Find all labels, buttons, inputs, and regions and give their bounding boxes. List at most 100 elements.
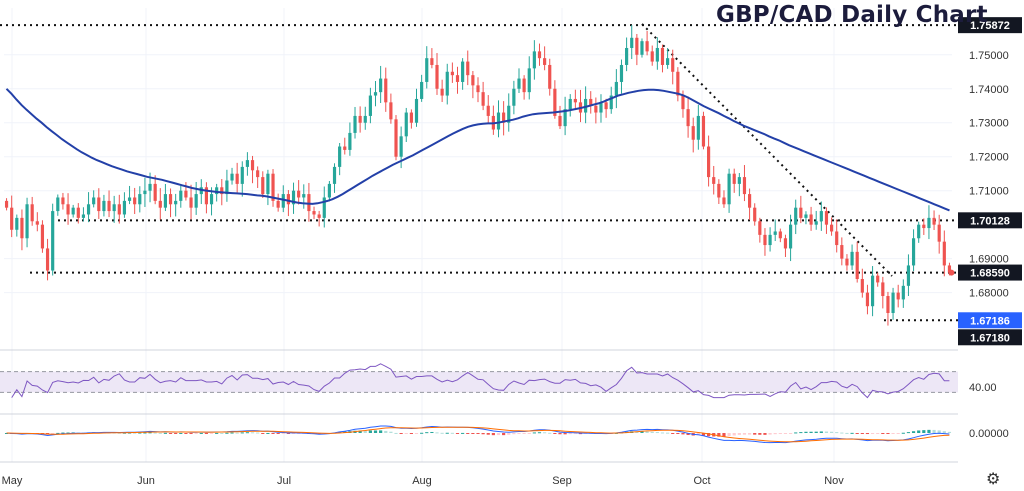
macd-histogram-bar (660, 432, 665, 434)
macd-histogram-bar (394, 432, 398, 434)
macd-histogram-bar (732, 433, 736, 436)
macd-histogram-bar (117, 432, 121, 434)
macd-histogram-bar (455, 433, 460, 434)
candle-body (122, 200, 127, 215)
candle-body (425, 58, 429, 82)
candle-body (153, 183, 157, 201)
candle-body (619, 64, 624, 82)
candle-body (317, 214, 321, 218)
macd-histogram-bar (753, 433, 757, 435)
macd-histogram-bar (932, 429, 936, 433)
candle-body (230, 173, 234, 181)
macd-histogram-bar (937, 430, 941, 433)
candle-body (399, 136, 403, 157)
candle-body (143, 190, 147, 195)
candle-body (932, 217, 936, 225)
candle-body (179, 190, 183, 201)
macd-histogram-bar (245, 432, 249, 434)
candle-body (10, 207, 14, 230)
candle-body (666, 58, 670, 65)
macd-histogram-bar (225, 432, 229, 434)
macd-histogram-bar (901, 432, 905, 434)
macd-histogram-bar (804, 431, 808, 433)
macd-histogram-bar (291, 433, 296, 434)
candle-body (51, 211, 55, 271)
candle-body (379, 78, 383, 93)
candle-body (614, 81, 618, 96)
candle-body (543, 58, 547, 65)
candle-body (584, 98, 588, 113)
candle-body (435, 64, 439, 89)
price-tick-label: 1.69000 (969, 254, 1009, 266)
macd-histogram-bar (537, 432, 542, 434)
last-price-marker (948, 269, 955, 276)
candle-body (835, 231, 839, 246)
macd-histogram-bar (763, 433, 767, 435)
candle-body (76, 207, 80, 218)
candle-body (799, 207, 803, 218)
candle-body (860, 279, 864, 293)
macd-histogram-bar (778, 433, 782, 434)
candle-body (783, 238, 788, 249)
candle-body (881, 282, 885, 297)
macd-histogram-bar (491, 433, 495, 436)
macd-histogram-bar (440, 432, 444, 434)
candle-body (768, 234, 772, 246)
price-tick-label: 1.73000 (969, 118, 1009, 130)
macd-histogram-bar (722, 433, 726, 437)
candle-body (184, 190, 188, 198)
macd-histogram-bar (430, 431, 434, 433)
candle-body (215, 187, 219, 195)
macd-histogram-bar (860, 433, 864, 434)
macd-histogram-bar (133, 432, 137, 434)
candle-body (911, 238, 916, 266)
candle-body (568, 98, 572, 110)
candle-body (763, 234, 767, 246)
macd-histogram-bar (855, 433, 859, 434)
candle-body (660, 47, 665, 65)
macd-histogram-bar (399, 433, 403, 434)
macd-histogram-bar (66, 432, 70, 434)
candle-body (640, 41, 644, 55)
candle-body (927, 217, 931, 229)
macd-histogram-bar (271, 433, 275, 434)
price-tick-label: 1.74000 (969, 84, 1009, 96)
candle-body (20, 217, 24, 239)
macd-histogram-bar (814, 431, 818, 433)
candle-body (394, 119, 398, 157)
candle-body (15, 217, 19, 230)
gear-icon[interactable]: ⚙ (986, 469, 1001, 488)
macd-histogram-bar (773, 433, 777, 435)
macd-histogram-bar (707, 433, 711, 437)
candle-body (922, 224, 926, 229)
candle-body (599, 102, 603, 113)
candle-body (522, 78, 526, 93)
macd-histogram-bar (51, 433, 55, 434)
candle-body (466, 61, 470, 76)
macd-histogram-bar (56, 432, 60, 434)
price-tick-label: 1.68000 (969, 288, 1009, 300)
candle-body (117, 204, 121, 215)
candle-body (86, 204, 91, 215)
level-tag (958, 312, 1022, 329)
macd-histogram-bar (742, 433, 747, 435)
macd-histogram-bar (184, 433, 188, 434)
candle-body (645, 41, 649, 52)
candle-body (696, 115, 700, 140)
macd-histogram-bar (881, 433, 885, 434)
candle-body (92, 197, 96, 205)
macd-histogram-bar (655, 432, 659, 434)
candle-body (61, 197, 65, 205)
macd-histogram-bar (61, 432, 65, 434)
candle-body (532, 51, 536, 69)
candle-body (855, 251, 859, 280)
macd-histogram-bar (281, 433, 285, 434)
macd-histogram-bar (338, 431, 342, 433)
macd-histogram-bar (373, 430, 378, 433)
macd-tick-label: 0.00000 (969, 428, 1009, 440)
macd-histogram-bar (486, 433, 490, 435)
macd-histogram-bar (799, 432, 803, 434)
macd-histogram-bar (199, 432, 203, 434)
candle-body (681, 95, 685, 110)
candle-body (332, 166, 337, 184)
